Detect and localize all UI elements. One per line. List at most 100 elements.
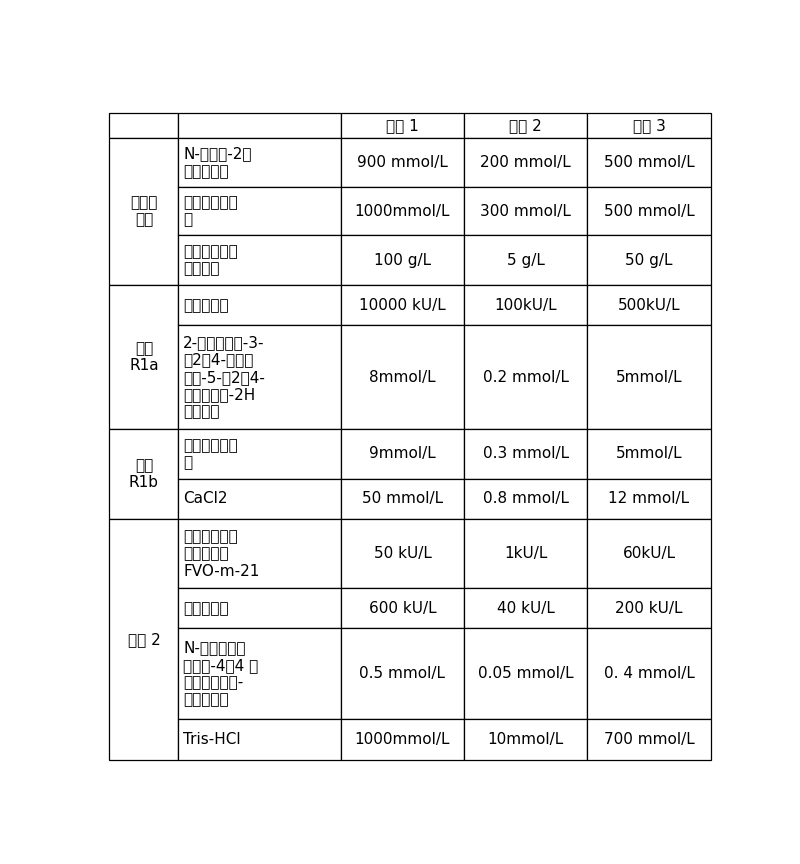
Bar (587, 235, 710, 285)
Text: 试剂
R1b: 试剂 R1b (129, 458, 159, 490)
Bar (464, 235, 587, 285)
Text: 配方 3: 配方 3 (633, 118, 666, 133)
Bar (341, 285, 464, 326)
Bar (341, 113, 464, 137)
Text: 唑啊代丙烷碗
酸: 唑啊代丙烷碗 酸 (183, 195, 238, 227)
Bar (341, 187, 464, 235)
Text: 唑啊代乙基磺
酸: 唑啊代乙基磺 酸 (183, 438, 238, 470)
Bar (587, 588, 710, 628)
Bar (110, 113, 178, 137)
Text: Tris-HCl: Tris-HCl (183, 732, 241, 747)
Bar (178, 326, 341, 429)
Text: 900 mmol/L: 900 mmol/L (357, 155, 448, 170)
Bar (587, 628, 710, 720)
Text: 5mmol/L: 5mmol/L (616, 370, 682, 384)
Bar (341, 235, 464, 285)
Bar (464, 187, 587, 235)
Text: 过氧化物酶: 过氧化物酶 (183, 600, 229, 616)
Text: 50 mmol/L: 50 mmol/L (362, 492, 443, 506)
Text: 0.8 mmol/L: 0.8 mmol/L (482, 492, 569, 506)
Text: 1000mmol/L: 1000mmol/L (354, 732, 450, 747)
Bar (464, 588, 587, 628)
Bar (110, 429, 178, 519)
Bar (341, 588, 464, 628)
Text: 100kU/L: 100kU/L (494, 298, 557, 313)
Bar (110, 137, 178, 285)
Bar (464, 285, 587, 326)
Text: 50 g/L: 50 g/L (626, 253, 673, 268)
Bar (341, 628, 464, 720)
Text: 金属蛋白酶: 金属蛋白酶 (183, 298, 229, 313)
Bar (178, 235, 341, 285)
Bar (341, 429, 464, 479)
Text: 300 mmol/L: 300 mmol/L (480, 204, 571, 219)
Bar (178, 429, 341, 479)
Bar (110, 285, 178, 429)
Bar (178, 113, 341, 137)
Bar (464, 479, 587, 519)
Bar (341, 326, 464, 429)
Bar (464, 137, 587, 187)
Text: 200 kU/L: 200 kU/L (615, 600, 683, 616)
Text: 9mmol/L: 9mmol/L (369, 447, 436, 461)
Text: 500kU/L: 500kU/L (618, 298, 680, 313)
Bar (341, 479, 464, 519)
Text: 10000 kU/L: 10000 kU/L (359, 298, 446, 313)
Bar (178, 479, 341, 519)
Text: 8mmol/L: 8mmol/L (369, 370, 436, 384)
Bar (587, 479, 710, 519)
Bar (464, 519, 587, 588)
Text: 50 kU/L: 50 kU/L (374, 546, 431, 561)
Bar (178, 187, 341, 235)
Text: 配方 2: 配方 2 (510, 118, 542, 133)
Bar (178, 519, 341, 588)
Bar (587, 113, 710, 137)
Bar (464, 326, 587, 429)
Bar (587, 137, 710, 187)
Text: 0.3 mmol/L: 0.3 mmol/L (482, 447, 569, 461)
Bar (587, 720, 710, 759)
Text: 溶血缓
冲液: 溶血缓 冲液 (130, 195, 158, 227)
Bar (587, 285, 710, 326)
Bar (178, 720, 341, 759)
Text: 200 mmol/L: 200 mmol/L (480, 155, 571, 170)
Text: 10mmol/L: 10mmol/L (488, 732, 564, 747)
Bar (587, 187, 710, 235)
Bar (341, 519, 464, 588)
Text: 40 kU/L: 40 kU/L (497, 600, 554, 616)
Text: 100 g/L: 100 g/L (374, 253, 431, 268)
Bar (464, 720, 587, 759)
Bar (178, 628, 341, 720)
Text: 700 mmol/L: 700 mmol/L (604, 732, 694, 747)
Bar (178, 588, 341, 628)
Bar (341, 137, 464, 187)
Bar (341, 720, 464, 759)
Bar (110, 519, 178, 759)
Text: 1000mmol/L: 1000mmol/L (354, 204, 450, 219)
Text: 5mmol/L: 5mmol/L (616, 447, 682, 461)
Text: 600 kU/L: 600 kU/L (369, 600, 436, 616)
Text: 高活性果糖缓
氨酸氧化酶
FVO-m-21: 高活性果糖缓 氨酸氧化酶 FVO-m-21 (183, 529, 259, 579)
Text: 0. 4 mmol/L: 0. 4 mmol/L (604, 666, 694, 682)
Text: N-环乙基-2氨
基乙烷碗酸: N-环乙基-2氨 基乙烷碗酸 (183, 146, 252, 179)
Text: 0.05 mmol/L: 0.05 mmol/L (478, 666, 574, 682)
Text: 试剂 2: 试剂 2 (127, 632, 160, 647)
Bar (178, 285, 341, 326)
Text: 1kU/L: 1kU/L (504, 546, 547, 561)
Text: 0.2 mmol/L: 0.2 mmol/L (482, 370, 569, 384)
Bar (464, 429, 587, 479)
Bar (587, 429, 710, 479)
Text: 试剂
R1a: 试剂 R1a (129, 341, 158, 373)
Text: 5 g/L: 5 g/L (507, 253, 545, 268)
Text: 60kU/L: 60kU/L (622, 546, 676, 561)
Text: CaCl2: CaCl2 (183, 492, 228, 506)
Bar (587, 519, 710, 588)
Bar (464, 628, 587, 720)
Text: 500 mmol/L: 500 mmol/L (604, 155, 694, 170)
Text: 2-（碷苯基）-3-
（2，4-二硝基
苯）-5-（2，4-
二磺苯基）-2H
四唢钓盐: 2-（碷苯基）-3- （2，4-二硝基 苯）-5-（2，4- 二磺苯基）-2H … (183, 335, 265, 420)
Bar (587, 326, 710, 429)
Bar (178, 137, 341, 187)
Text: 聚氧化乙烯十
二烷基醚: 聚氧化乙烯十 二烷基醚 (183, 244, 238, 276)
Text: N-（羞甲基氨
羲基）-4，4 双
偶（二甲胺）-
二苯胺钓盐: N-（羞甲基氨 羲基）-4，4 双 偶（二甲胺）- 二苯胺钓盐 (183, 640, 258, 708)
Text: 配方 1: 配方 1 (386, 118, 419, 133)
